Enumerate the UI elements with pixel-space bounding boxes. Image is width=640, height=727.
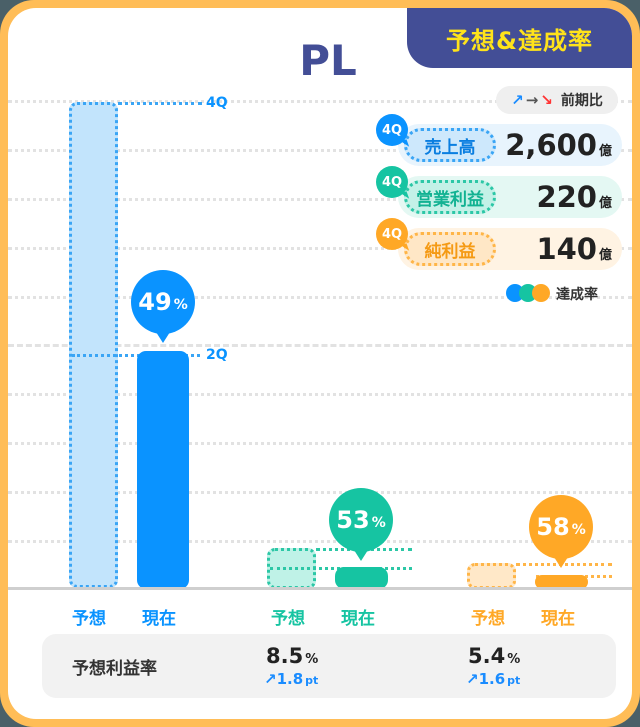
q4-guide-line xyxy=(118,102,202,105)
kpi-unit: 億 xyxy=(598,248,612,263)
op-current-label: 現在 xyxy=(341,609,375,629)
chart-baseline xyxy=(8,587,632,590)
up-arrow-icon: ↗ xyxy=(466,670,479,688)
kpi-label: 純利益 xyxy=(424,241,476,262)
orange-dot xyxy=(532,284,550,302)
up-arrow-icon: ↗ xyxy=(511,91,524,109)
grid-line xyxy=(8,491,632,494)
q4-badge: 4Q xyxy=(376,114,408,146)
grid-midline xyxy=(8,344,632,347)
margin-unit: % xyxy=(305,652,319,667)
pct-unit: % xyxy=(173,297,188,313)
grid-line xyxy=(8,442,632,445)
profit-margin-panel: 予想利益率 8.5% ↗1.8 pt 5.4% ↗1.6 pt xyxy=(42,634,616,698)
net-rate-value: 58 xyxy=(536,513,570,541)
kpi-label: 売上高 xyxy=(424,137,476,158)
sales-forecast-label: 予想 xyxy=(72,609,106,629)
card-inner: 予想&達成率 PL 4Q 2Q 49% 53% 58% 予想 現在 予想 xyxy=(8,8,632,719)
net-margin-value: 5.4% xyxy=(468,644,520,668)
grid-line xyxy=(8,393,632,396)
q2-label: 2Q xyxy=(206,347,228,363)
grid-line xyxy=(8,540,632,543)
kpi-value: 140 億 xyxy=(536,230,612,268)
prev-period-label: 前期比 xyxy=(560,93,603,109)
kpi-number: 2,600 xyxy=(505,128,597,162)
kpi-number: 220 xyxy=(536,180,597,214)
kpi-label: 営業利益 xyxy=(416,189,484,210)
forecast-achievement-tag: 予想&達成率 xyxy=(407,8,632,68)
sales-current-bar xyxy=(137,351,189,589)
sales-forecast-bar xyxy=(69,102,118,588)
delta-unit: pt xyxy=(305,674,319,687)
grid-line xyxy=(8,100,632,103)
kpi-unit: 億 xyxy=(598,196,612,211)
up-arrow-icon: ↗ xyxy=(264,670,277,688)
q4-badge: 4Q xyxy=(376,166,408,198)
op-margin-value: 8.5% xyxy=(266,644,318,668)
q4-badge: 4Q xyxy=(376,218,408,250)
kpi-row-operating-profit: 営業利益 4Q 220 億 xyxy=(376,166,622,218)
kpi-label-pill: 売上高 xyxy=(404,128,496,162)
profit-margin-label: 予想利益率 xyxy=(72,659,157,679)
op-current-bar xyxy=(335,567,388,589)
sales-rate-value: 49 xyxy=(138,288,172,316)
prev-period-legend: ↗ → ↘ 前期比 xyxy=(496,86,618,114)
grid-line xyxy=(8,296,632,299)
flat-arrow-icon: → xyxy=(525,91,539,109)
q2-guide-line xyxy=(72,354,200,357)
net-margin-delta: ↗1.6 pt xyxy=(466,670,520,688)
margin-unit: % xyxy=(507,652,521,667)
kpi-label-pill: 純利益 xyxy=(404,232,496,266)
op-rate-value: 53 xyxy=(336,506,370,534)
net-current-bar xyxy=(535,575,588,589)
grid-line xyxy=(8,198,632,201)
grid-line xyxy=(8,149,632,152)
net-rate-bubble: 58% xyxy=(529,495,593,559)
pct-unit: % xyxy=(571,522,586,538)
kpi-number: 140 xyxy=(536,232,597,266)
op-margin-delta: ↗1.8 pt xyxy=(264,670,318,688)
op-rate-bubble: 53% xyxy=(329,488,393,552)
achievement-rate-legend: 達成率 xyxy=(506,284,598,304)
delta-unit: pt xyxy=(507,674,521,687)
margin-number: 8.5 xyxy=(266,644,304,668)
kpi-label-pill: 営業利益 xyxy=(404,180,496,214)
op-forecast-label: 予想 xyxy=(271,609,305,629)
grid-line xyxy=(8,247,632,250)
net-forecast-label: 予想 xyxy=(471,609,505,629)
kpi-value: 2,600 億 xyxy=(505,126,612,164)
down-arrow-icon: ↘ xyxy=(540,91,553,109)
page-title: PL xyxy=(299,36,357,85)
net-forecast-bar xyxy=(467,563,516,589)
rate-dots-icon xyxy=(506,284,550,304)
kpi-row-net-profit: 純利益 4Q 140 億 xyxy=(376,218,622,270)
margin-number: 5.4 xyxy=(468,644,506,668)
pct-unit: % xyxy=(371,515,386,531)
delta-number: 1.8 xyxy=(276,670,304,688)
kpi-unit: 億 xyxy=(598,144,612,159)
q4-label: 4Q xyxy=(206,95,228,111)
sales-current-label: 現在 xyxy=(142,609,176,629)
kpi-value: 220 億 xyxy=(536,178,612,216)
achievement-rate-label: 達成率 xyxy=(556,287,598,303)
kpi-row-sales: 売上高 4Q 2,600 億 xyxy=(376,114,622,166)
net-current-label: 現在 xyxy=(541,609,575,629)
sales-rate-bubble: 49% xyxy=(131,270,195,334)
delta-number: 1.6 xyxy=(478,670,506,688)
